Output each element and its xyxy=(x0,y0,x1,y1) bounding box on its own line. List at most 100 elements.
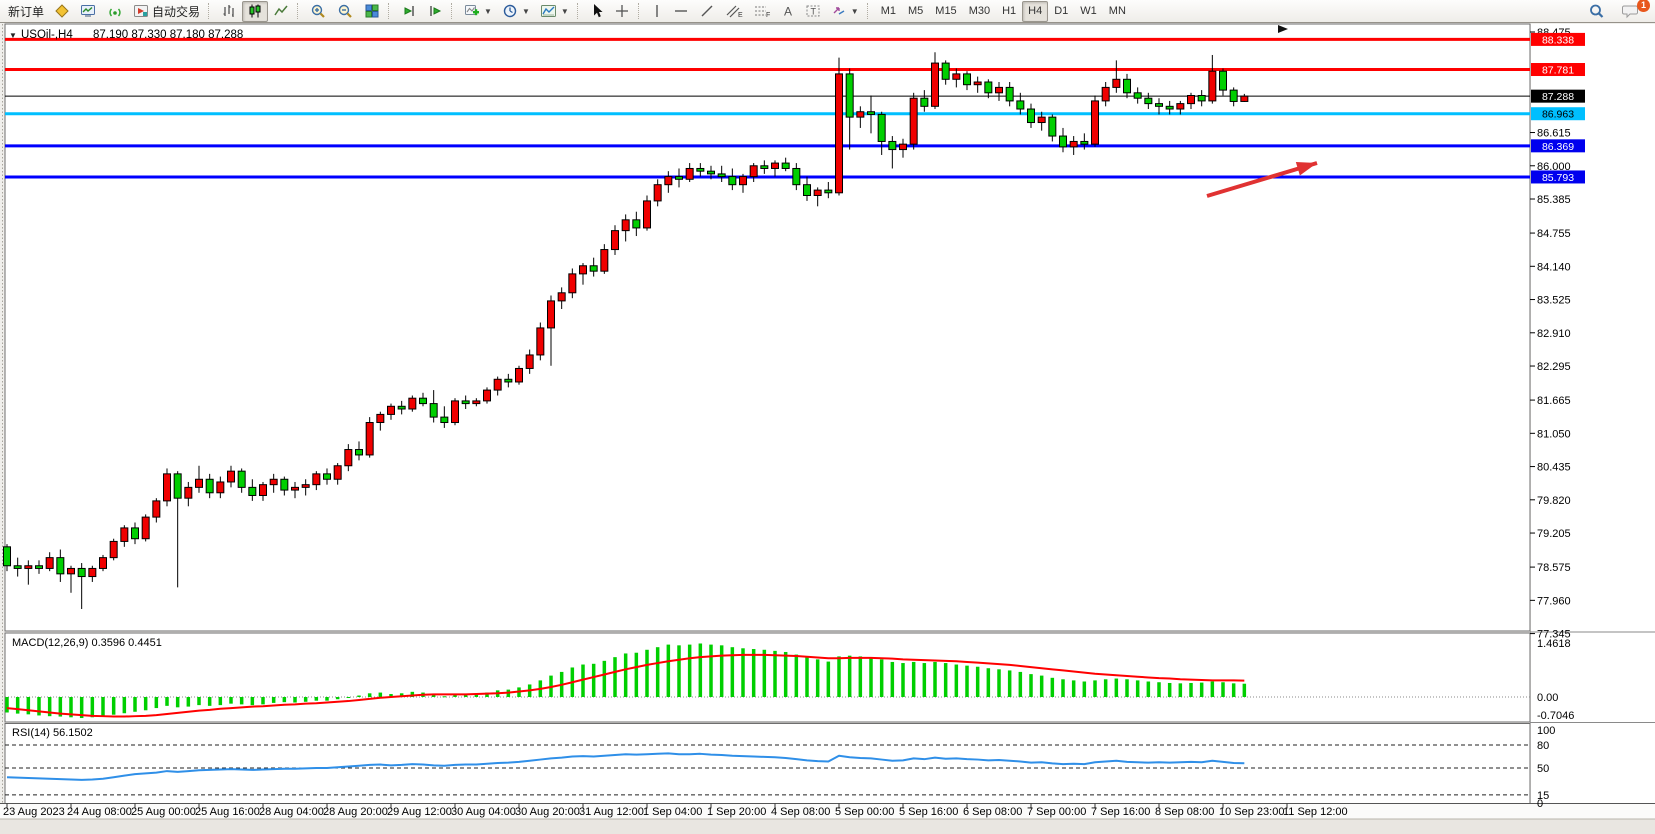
channel-tool-button[interactable]: E xyxy=(720,1,748,22)
indicators-button[interactable]: ▼ xyxy=(459,1,497,22)
price-badge xyxy=(1531,170,1585,184)
timeframe-label: W1 xyxy=(1080,5,1097,17)
price-tick-label: 79.820 xyxy=(1537,495,1571,507)
chart-shift-marker xyxy=(1278,25,1288,33)
svg-text:A: A xyxy=(784,5,792,19)
candle xyxy=(1080,133,1089,150)
periods-button[interactable]: ▼ xyxy=(497,1,535,22)
timeframe-m1-button[interactable]: M1 xyxy=(875,1,902,22)
line-chart-type-button[interactable] xyxy=(268,1,294,22)
candle xyxy=(611,225,620,255)
macd-panel: MACD(12,26,9) 0.3596 0.4451 1.4618 0.00 -0.… xyxy=(5,637,1574,722)
zoom-out-button[interactable] xyxy=(332,1,359,22)
candlestick-chart-type-button[interactable] xyxy=(242,0,269,22)
timeframe-m5-button[interactable]: M5 xyxy=(902,1,929,22)
fibonacci-tool-button[interactable]: F xyxy=(748,1,776,22)
crosshair-tool-button[interactable] xyxy=(609,1,635,22)
toolbar-separator xyxy=(451,3,456,19)
timeframe-m30-button[interactable]: M30 xyxy=(963,1,996,22)
horizontal-line-tool-button[interactable] xyxy=(668,1,694,22)
candle xyxy=(707,165,716,180)
text-tool-button[interactable]: A xyxy=(776,1,800,22)
svg-text:E: E xyxy=(738,12,743,19)
crosshair-icon xyxy=(615,5,628,17)
candle xyxy=(931,52,940,110)
candle xyxy=(355,441,364,461)
market-watch-button[interactable] xyxy=(75,1,102,22)
candle xyxy=(408,395,417,412)
timeframe-mn-button[interactable]: MN xyxy=(1103,1,1132,22)
price-tick-label: 80.435 xyxy=(1537,462,1571,474)
auto-trading-button[interactable]: 自动交易 xyxy=(128,1,205,22)
timeframe-w1-button[interactable]: W1 xyxy=(1074,1,1103,22)
time-tick-label: 23 Aug 2023 xyxy=(3,806,65,818)
arrows-tool-button[interactable]: ▼ xyxy=(826,1,864,22)
price-badge-label: 88.338 xyxy=(1542,34,1574,46)
price-tick-label: 81.050 xyxy=(1537,428,1571,440)
candle xyxy=(675,168,684,188)
candle xyxy=(323,468,332,485)
time-tick-label: 1 Sep 04:00 xyxy=(643,806,702,818)
text-label-tool-button[interactable]: T xyxy=(800,1,826,22)
trend-arrow-annotation[interactable] xyxy=(1206,161,1318,198)
trendline-icon xyxy=(701,5,713,17)
tile-windows-button[interactable] xyxy=(359,1,385,22)
candle xyxy=(1123,73,1132,99)
trendline-tool-button[interactable] xyxy=(694,1,720,22)
search-button[interactable] xyxy=(1583,1,1610,22)
price-tick-label: 86.000 xyxy=(1537,161,1571,173)
candle xyxy=(1165,100,1174,115)
new-chart-button[interactable] xyxy=(49,1,75,22)
zoom-in-button[interactable] xyxy=(305,1,332,22)
candle xyxy=(141,514,150,542)
candle xyxy=(771,160,780,177)
macd-axis-label: 0.00 xyxy=(1537,692,1558,704)
signals-button[interactable] xyxy=(102,1,128,22)
candle xyxy=(867,95,876,134)
candle xyxy=(99,554,108,572)
new-order-button[interactable]: 新订单 xyxy=(3,1,49,22)
timeframe-m15-button[interactable]: M15 xyxy=(929,1,962,22)
candle xyxy=(653,179,662,207)
timeframe-h4-button[interactable]: H4 xyxy=(1022,0,1049,22)
price-tick-label: 78.575 xyxy=(1537,562,1571,574)
timeframe-label: MN xyxy=(1108,5,1126,17)
price-tick-label: 83.525 xyxy=(1537,295,1571,307)
timeframe-h1-button[interactable]: H1 xyxy=(996,1,1022,22)
candle xyxy=(344,444,353,472)
auto-scroll-icon xyxy=(404,6,414,16)
auto-scroll-button[interactable] xyxy=(396,1,422,22)
price-tick-label: 82.910 xyxy=(1537,328,1571,340)
candle xyxy=(45,552,54,572)
clock-icon xyxy=(503,4,517,18)
candle xyxy=(1187,92,1196,110)
candle xyxy=(632,211,641,237)
candle xyxy=(685,163,694,182)
chevron-down-icon: ▼ xyxy=(484,6,492,16)
price-badge xyxy=(1531,139,1585,153)
candle xyxy=(621,214,630,242)
notifications-button[interactable]: 1 xyxy=(1616,0,1650,22)
rsi-label: RSI(14) 56.1502 xyxy=(12,727,93,739)
templates-button[interactable]: ▼ xyxy=(535,1,574,22)
new-chart-icon xyxy=(55,4,69,18)
candle xyxy=(109,538,118,561)
macd-label: MACD(12,26,9) 0.3596 0.4451 xyxy=(12,637,162,649)
timeframe-d1-button[interactable]: D1 xyxy=(1048,1,1074,22)
chart-title: USOil-,H4 xyxy=(21,29,73,41)
bar-chart-type-button[interactable] xyxy=(216,1,242,22)
price-tick-label: 79.205 xyxy=(1537,528,1571,540)
candle xyxy=(1016,92,1025,115)
candle xyxy=(899,138,908,158)
candle xyxy=(131,522,140,545)
vertical-line-tool-button[interactable] xyxy=(646,1,668,22)
cursor-tool-button[interactable] xyxy=(585,1,609,22)
candle xyxy=(1133,87,1142,104)
time-tick-label: 25 Aug 00:00 xyxy=(131,806,196,818)
price-tick-label: 77.960 xyxy=(1537,595,1571,607)
fibonacci-icon: F xyxy=(754,6,770,19)
candle xyxy=(472,398,481,407)
candle xyxy=(1208,54,1217,104)
chart-shift-button[interactable] xyxy=(422,1,448,22)
